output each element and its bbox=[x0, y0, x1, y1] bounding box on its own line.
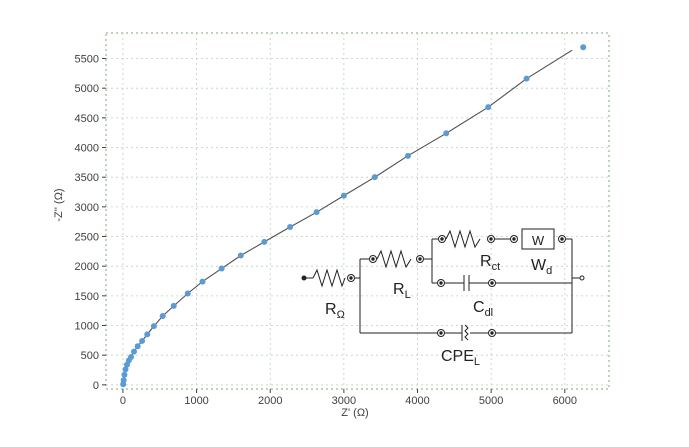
data-point bbox=[120, 377, 127, 384]
data-point bbox=[170, 302, 177, 309]
x-axis-title: Z' (Ω) bbox=[341, 407, 368, 419]
r-l-resistor bbox=[376, 249, 412, 269]
data-point bbox=[139, 337, 146, 344]
label-cpe-l: CPEL bbox=[441, 348, 480, 368]
data-point bbox=[144, 331, 151, 338]
data-point bbox=[313, 209, 320, 216]
fit-line bbox=[122, 49, 573, 385]
data-point bbox=[523, 75, 530, 82]
data-point bbox=[130, 348, 137, 355]
cpe-l-element bbox=[464, 324, 469, 341]
data-point bbox=[134, 343, 141, 350]
r-omega-resistor bbox=[312, 268, 346, 288]
label-r-ct: Rct bbox=[480, 253, 500, 273]
data-point bbox=[580, 44, 587, 51]
y-tick-label: 4500 bbox=[75, 113, 99, 125]
y-tick-label: 3000 bbox=[75, 202, 99, 214]
x-tick-label: 1000 bbox=[184, 395, 208, 407]
data-point bbox=[128, 353, 135, 360]
input-terminal bbox=[301, 275, 307, 281]
y-tick-label: 3500 bbox=[75, 172, 99, 184]
data-point bbox=[261, 238, 268, 245]
y-tick-label: 500 bbox=[81, 350, 99, 362]
x-tick-label: 0 bbox=[120, 395, 126, 407]
plot-area-border bbox=[105, 32, 610, 390]
y-tick-label: 2500 bbox=[75, 232, 99, 244]
y-tick-label: 1500 bbox=[75, 291, 99, 303]
x-tick-label: 4000 bbox=[405, 395, 429, 407]
data-point bbox=[218, 265, 225, 272]
data-point bbox=[122, 366, 129, 373]
data-point bbox=[443, 130, 450, 137]
data-point bbox=[340, 192, 347, 199]
y-tick-label: 5000 bbox=[75, 83, 99, 95]
data-point bbox=[237, 252, 244, 259]
label-w-d: Wd bbox=[531, 257, 552, 277]
data-point bbox=[121, 371, 128, 378]
x-tick-label: 3000 bbox=[332, 395, 356, 407]
warburg-element bbox=[521, 228, 555, 250]
label-r-omega: RΩ bbox=[325, 301, 345, 321]
warburg-box-text: W bbox=[532, 233, 545, 248]
data-point bbox=[404, 152, 411, 159]
x-tick-label: 2000 bbox=[258, 395, 282, 407]
data-point bbox=[371, 174, 378, 181]
data-point bbox=[287, 224, 294, 231]
r-ct-resistor bbox=[445, 229, 481, 249]
y-tick-label: 5500 bbox=[75, 54, 99, 66]
label-r-l: RL bbox=[393, 281, 411, 301]
data-point bbox=[159, 313, 166, 320]
x-tick-label: 5000 bbox=[479, 395, 503, 407]
x-tick-label: 6000 bbox=[553, 395, 577, 407]
data-point bbox=[199, 278, 206, 285]
y-tick-label: 2000 bbox=[75, 261, 99, 273]
y-tick-label: 1000 bbox=[75, 321, 99, 333]
label-c-dl: Cdl bbox=[473, 299, 493, 319]
data-point bbox=[150, 323, 157, 330]
output-terminal bbox=[579, 275, 585, 281]
y-axis-title: -Z'' (Ω) bbox=[53, 188, 65, 221]
data-point bbox=[485, 104, 492, 111]
data-point bbox=[184, 290, 191, 297]
equivalent-circuit-diagram bbox=[301, 228, 585, 341]
y-tick-label: 0 bbox=[93, 380, 99, 392]
y-tick-label: 4000 bbox=[75, 143, 99, 155]
